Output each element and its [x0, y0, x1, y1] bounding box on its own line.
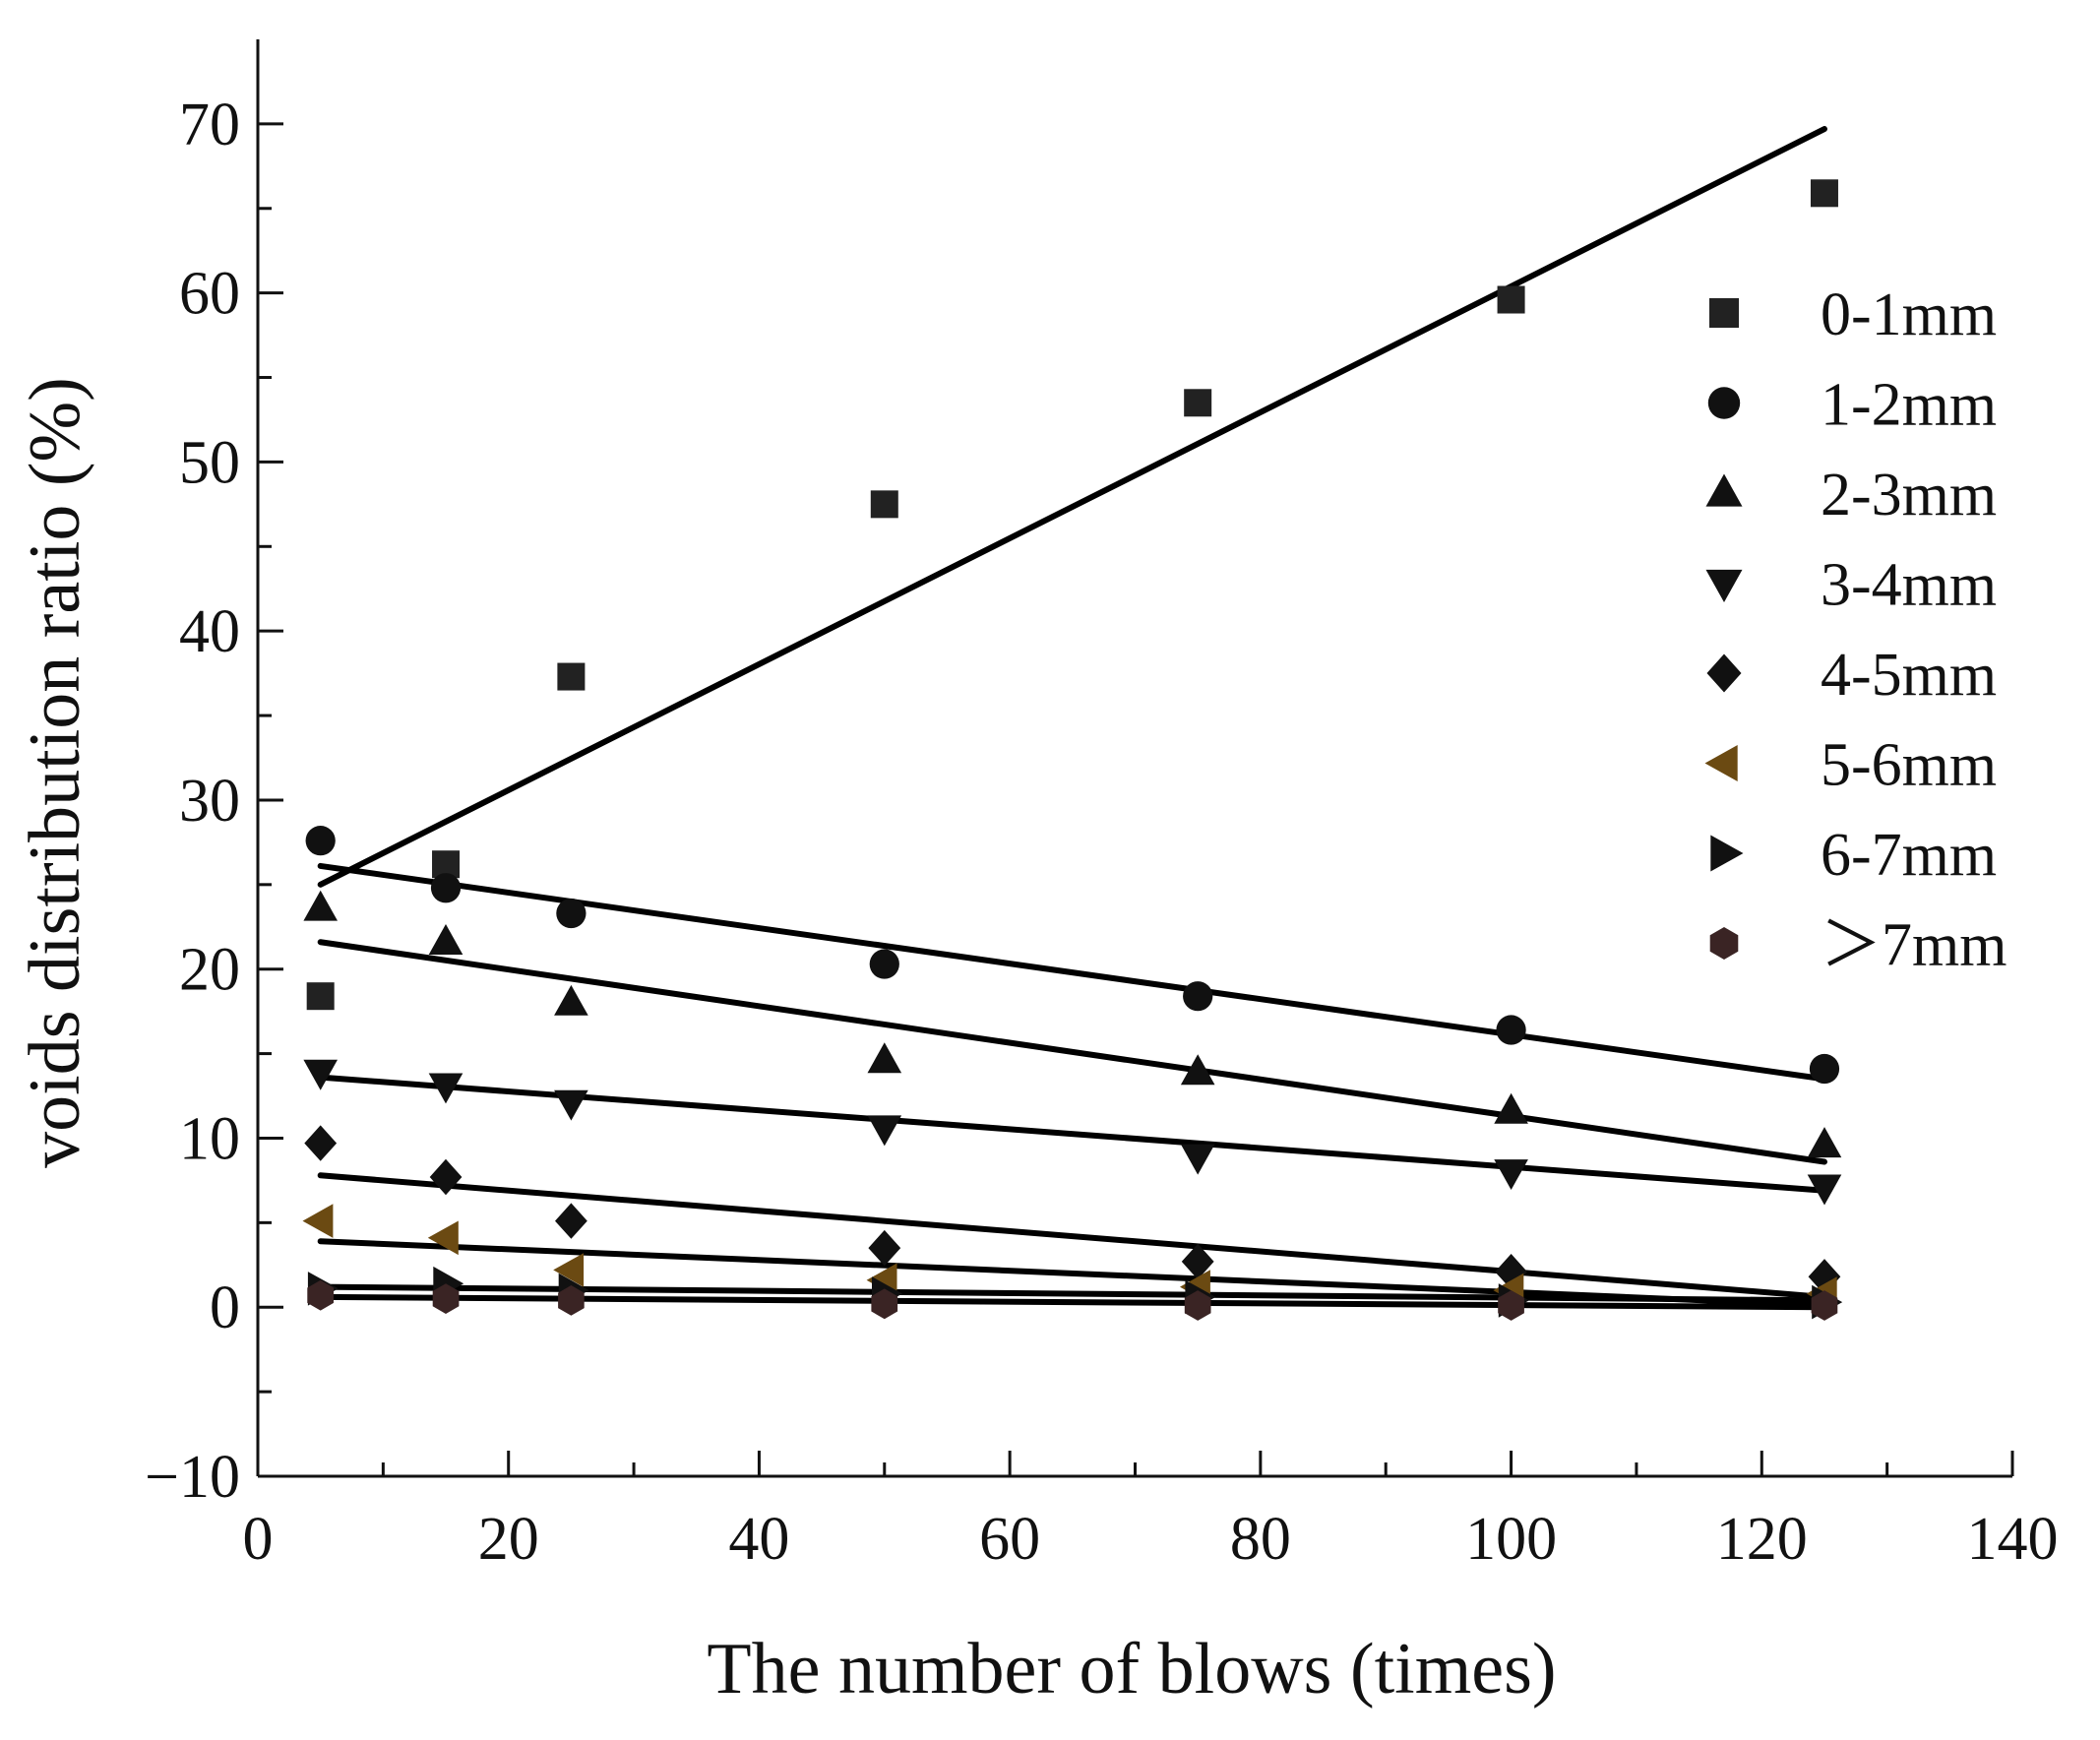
data-point [427, 1220, 459, 1256]
data-point [1180, 1144, 1215, 1175]
legend-label: 2-3mm [1821, 462, 1997, 528]
data-point [428, 924, 463, 955]
legend-label: 1-2mm [1821, 372, 1997, 439]
data-point [303, 890, 338, 921]
data-point [557, 662, 586, 691]
data-point [1497, 285, 1525, 314]
legend-marker [1705, 473, 1743, 507]
fit-line [317, 1238, 1827, 1309]
fit-line [317, 1172, 1827, 1300]
data-point [556, 898, 587, 929]
legend-label: ＞7mm [1821, 912, 2007, 979]
x-tick-label: 100 [1465, 1506, 1557, 1573]
legend-label: 0-1mm [1821, 281, 1997, 348]
fit-line [317, 126, 1827, 888]
data-point [430, 873, 462, 903]
legend-label: 5-6mm [1821, 732, 1997, 799]
data-point [1810, 179, 1838, 208]
legend-label: 6-7mm [1821, 822, 1997, 889]
data-point [555, 1203, 587, 1239]
data-point [304, 1125, 338, 1161]
y-tick-label: 0 [210, 1274, 240, 1341]
data-point [429, 1158, 463, 1196]
x-axis-title: The number of blows (times) [707, 1629, 1556, 1709]
data-point [306, 982, 335, 1011]
y-tick-label: 20 [179, 937, 240, 1004]
legend-label: 4-5mm [1821, 642, 1997, 709]
data-point [867, 1115, 902, 1147]
legend-marker [1706, 653, 1742, 693]
legend-marker [1709, 927, 1739, 960]
data-point [1809, 1053, 1840, 1085]
y-tick-label: 70 [179, 92, 240, 158]
fit-lines [317, 126, 1827, 1311]
fit-line [317, 939, 1827, 1165]
y-tick-label: 40 [179, 598, 240, 665]
data-point [307, 1279, 334, 1311]
data-point [1494, 1092, 1528, 1124]
x-tick-label: 80 [1230, 1506, 1291, 1573]
x-tick-label: 140 [1967, 1506, 2059, 1573]
data-point [1184, 1290, 1211, 1321]
data-point [553, 1253, 585, 1287]
legend-marker [1707, 387, 1741, 419]
data-point [432, 1283, 460, 1314]
legend-label: 3-4mm [1821, 552, 1997, 619]
legend-marker [1709, 298, 1739, 328]
data-point [1184, 389, 1212, 417]
data-point [1496, 1015, 1526, 1045]
data-point [870, 490, 898, 519]
x-tick-label: 40 [728, 1506, 789, 1573]
x-tick-label: 20 [478, 1506, 539, 1573]
data-point [869, 949, 899, 979]
data-point [867, 1042, 902, 1074]
data-point [305, 826, 336, 856]
data-point [1495, 1254, 1527, 1290]
data-point [1807, 1174, 1842, 1206]
data-point [1183, 981, 1213, 1012]
data-point [868, 1229, 901, 1267]
x-tick-label: 60 [979, 1506, 1040, 1573]
data-point [1811, 1290, 1838, 1321]
data-point [554, 984, 588, 1016]
data-point [302, 1204, 334, 1238]
legend-marker [1710, 835, 1744, 872]
legend-marker [1705, 569, 1743, 602]
x-tick-label: 120 [1716, 1506, 1808, 1573]
data-point [558, 1285, 585, 1316]
data-point [554, 1089, 588, 1121]
y-tick-label: −10 [145, 1444, 240, 1511]
data-point [871, 1288, 898, 1320]
data-point [1180, 1054, 1215, 1086]
legend-marker [1704, 745, 1738, 781]
data-point [1498, 1290, 1524, 1321]
y-tick-label: 30 [179, 768, 240, 835]
legend: 0-1mm 1-2mm 2-3mm 3-4mm 4-5mm 5-6mm 6-7mm ＞7mm [1704, 281, 2007, 979]
fit-line [317, 1074, 1827, 1194]
data-point [1807, 1127, 1842, 1158]
y-tick-label: 60 [179, 261, 240, 328]
data-point [428, 1073, 463, 1104]
data-point [303, 1059, 338, 1090]
y-tick-label: 50 [179, 429, 240, 496]
x-tick-label: 0 [243, 1506, 274, 1573]
data-points [302, 179, 1843, 1321]
y-tick-label: 10 [179, 1105, 240, 1172]
y-axis-title: voids distribution ratio (%) [15, 377, 95, 1168]
data-point [1181, 1243, 1214, 1280]
data-point [1494, 1159, 1528, 1190]
